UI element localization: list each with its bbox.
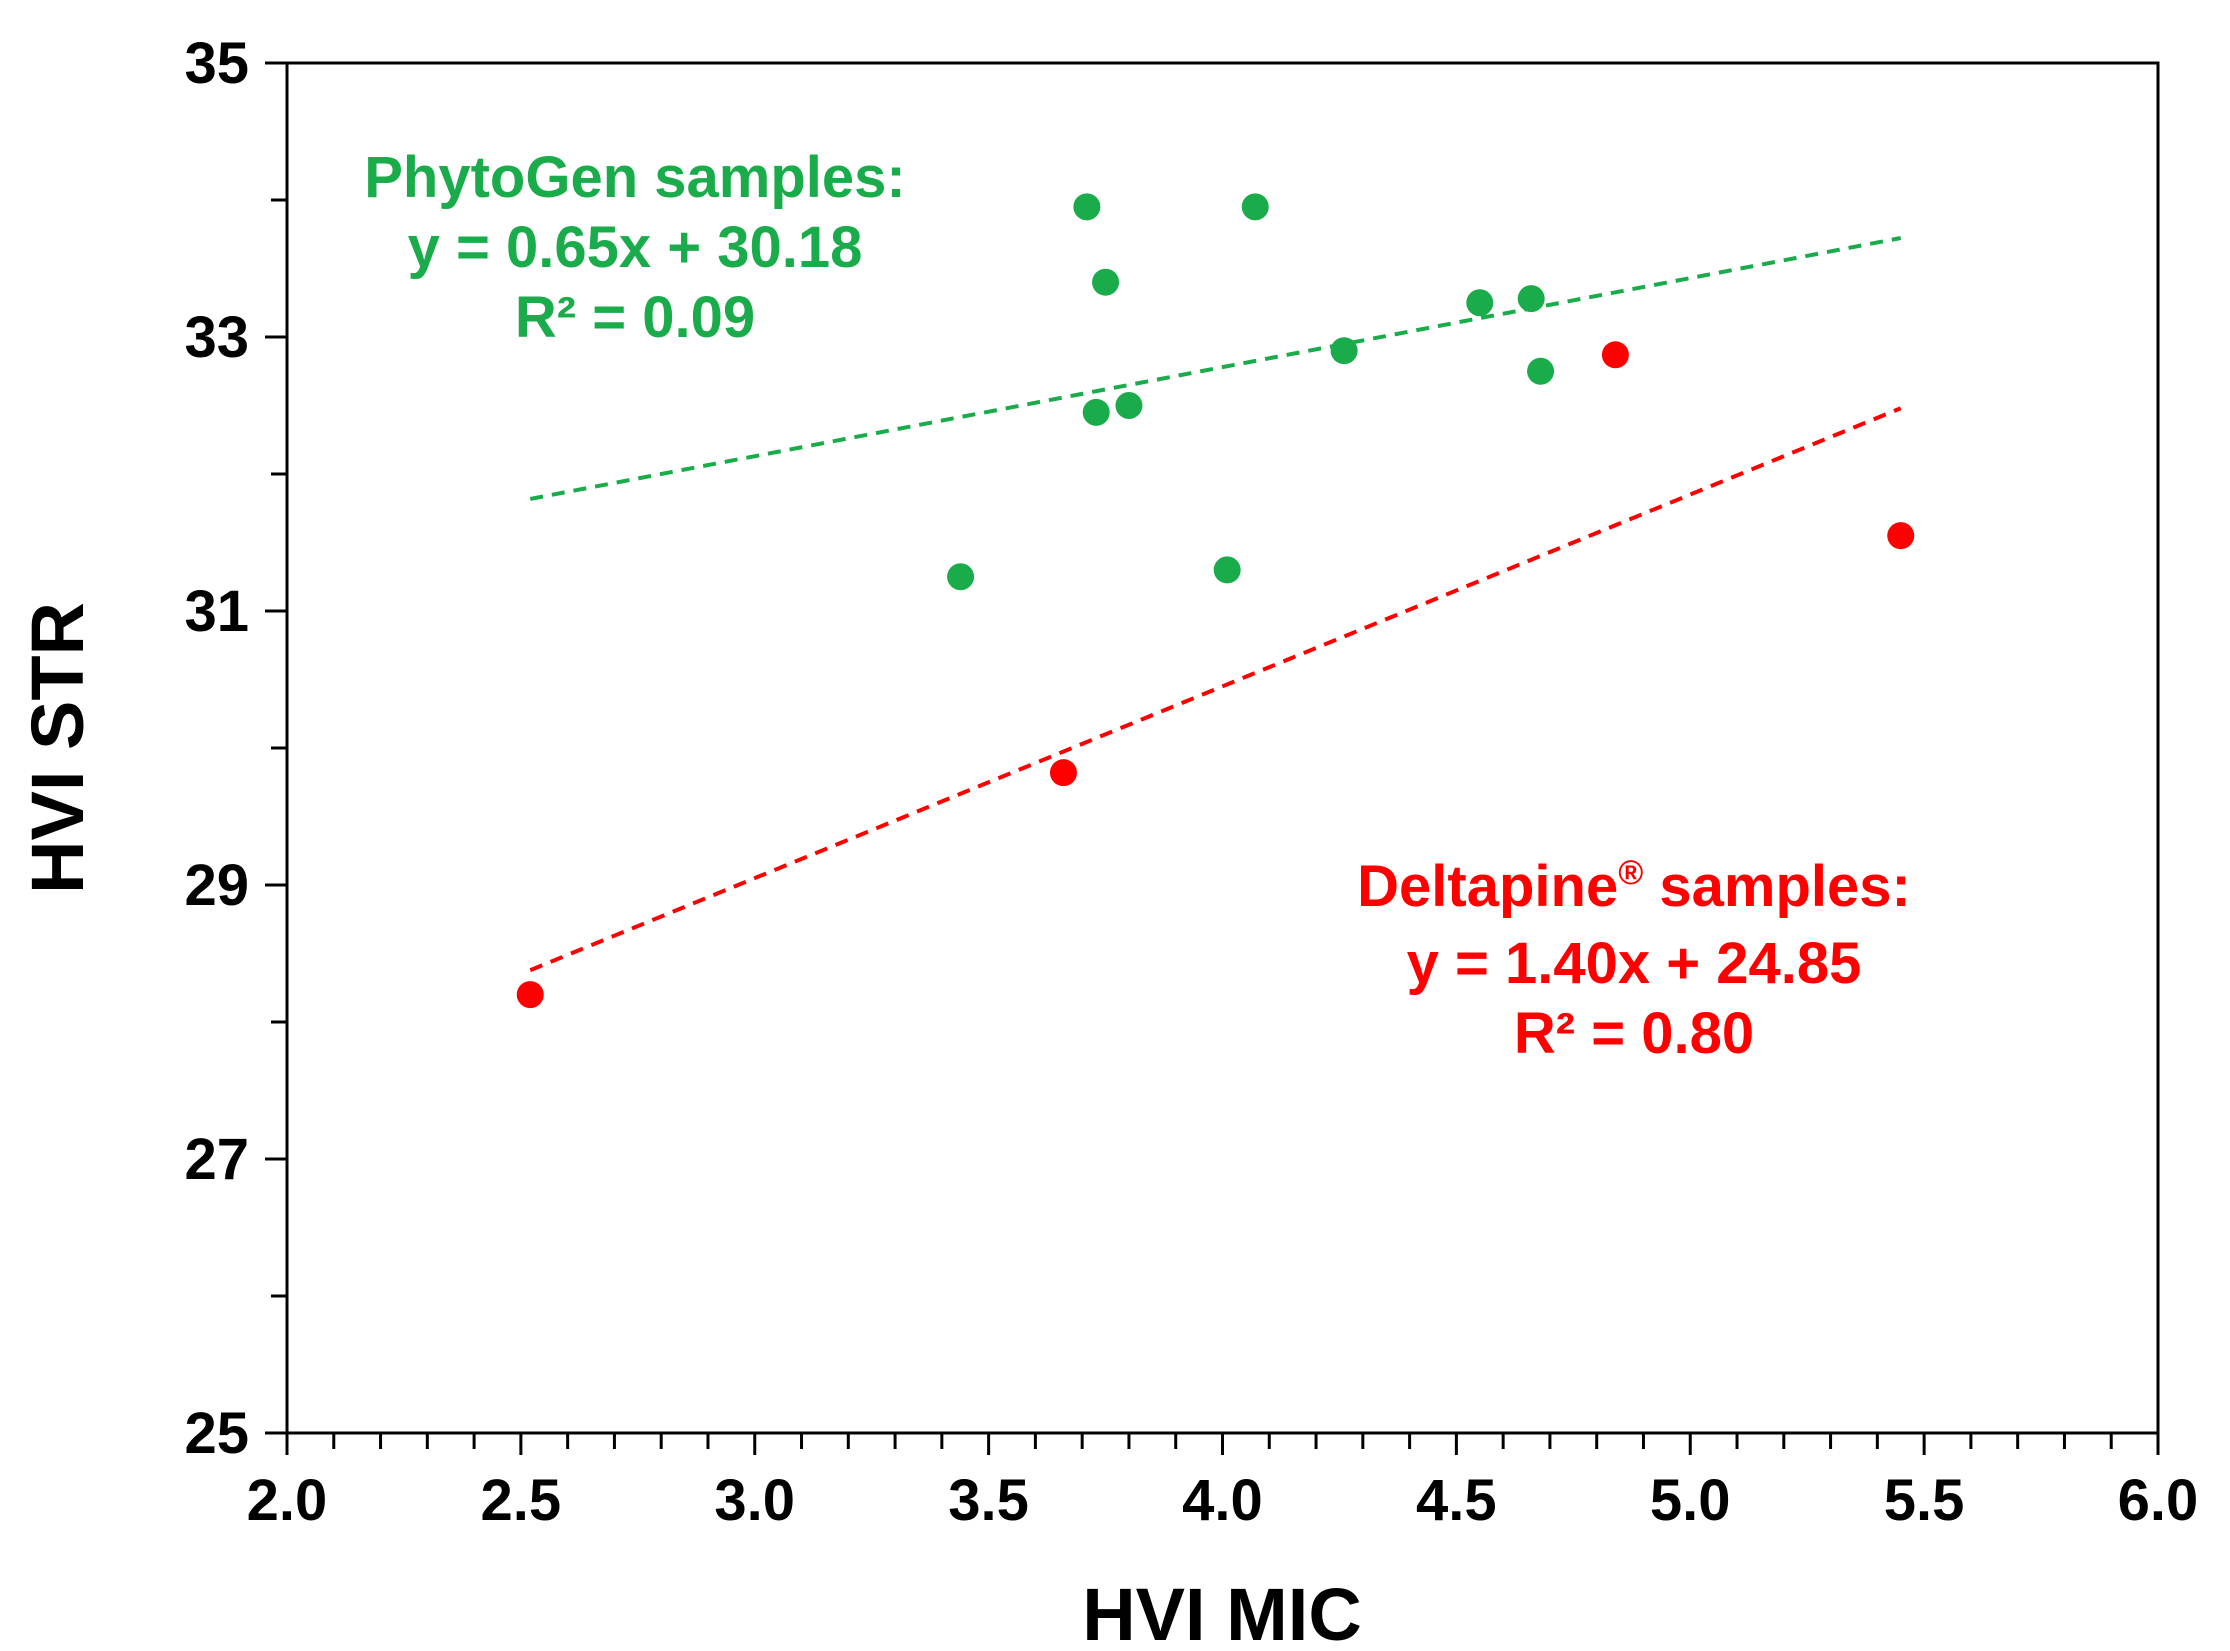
phytogen-point xyxy=(1082,398,1110,426)
x-tick-label: 5.0 xyxy=(1650,1468,1731,1533)
phytogen-annotation-equation: y = 0.65x + 30.18 xyxy=(408,215,863,280)
phytogen-point xyxy=(1213,556,1241,584)
deltapine-point xyxy=(516,981,544,1009)
y-tick-label: 29 xyxy=(184,853,249,918)
phytogen-point xyxy=(947,563,975,591)
x-tick-label: 2.0 xyxy=(247,1468,328,1533)
trendlines xyxy=(529,236,1902,973)
deltapine-annotation-equation: y = 1.40x + 24.85 xyxy=(1407,931,1862,996)
phytogen-annotation-title: PhytoGen samples: xyxy=(364,145,905,210)
phytogen-trendline xyxy=(529,236,1902,501)
deltapine-annotation: Deltapine® samples: y = 1.40x + 24.85 R²… xyxy=(1357,854,1911,1066)
x-tick-label: 6.0 xyxy=(2118,1468,2199,1533)
deltapine-annotation-r2: R² = 0.80 xyxy=(1514,1001,1754,1066)
y-tick-label: 31 xyxy=(184,579,249,644)
deltapine-point xyxy=(1887,522,1915,550)
deltapine-title-main: Deltapine xyxy=(1357,854,1618,919)
x-tick-label: 5.5 xyxy=(1884,1468,1965,1533)
x-axis: 2.0 2.5 3.0 3.5 4.0 4.5 5.0 5.5 6.0 xyxy=(247,1433,2199,1533)
phytogen-point xyxy=(1115,392,1143,419)
x-tick-label: 3.5 xyxy=(948,1468,1029,1533)
phytogen-point xyxy=(1466,289,1494,317)
x-tick-label: 2.5 xyxy=(481,1468,562,1533)
deltapine-title-rest: samples: xyxy=(1643,854,1911,919)
deltapine-point xyxy=(1601,341,1629,369)
y-axis-title: HVI STR xyxy=(16,602,99,894)
y-tick-label: 33 xyxy=(184,305,249,370)
y-tick-label: 27 xyxy=(184,1127,249,1192)
phytogen-point xyxy=(1517,285,1545,313)
y-axis: 25 27 29 31 33 35 xyxy=(184,31,287,1466)
x-tick-label: 4.5 xyxy=(1416,1468,1497,1533)
x-tick-label: 3.0 xyxy=(714,1468,795,1533)
y-tick-label: 25 xyxy=(184,1401,249,1466)
phytogen-point xyxy=(1073,193,1101,221)
phytogen-point xyxy=(1527,357,1555,385)
y-tick-label: 35 xyxy=(184,31,249,96)
phytogen-point xyxy=(1241,193,1269,221)
registered-mark: ® xyxy=(1618,854,1643,892)
phytogen-annotation-r2: R² = 0.09 xyxy=(515,285,755,350)
phytogen-point xyxy=(1330,337,1358,365)
data-points xyxy=(516,193,1915,1009)
deltapine-trendline xyxy=(529,406,1902,973)
x-axis-title: HVI MIC xyxy=(1082,1573,1362,1651)
phytogen-annotation: PhytoGen samples: y = 0.65x + 30.18 R² =… xyxy=(364,145,905,350)
phytogen-point xyxy=(1092,268,1120,296)
deltapine-annotation-title: Deltapine® samples: xyxy=(1357,854,1911,919)
deltapine-point xyxy=(1049,759,1077,787)
x-tick-label: 4.0 xyxy=(1182,1468,1263,1533)
